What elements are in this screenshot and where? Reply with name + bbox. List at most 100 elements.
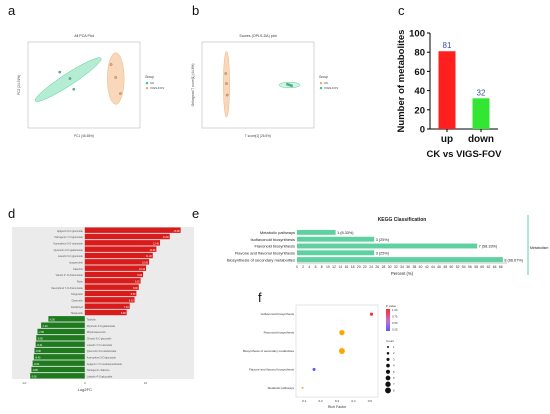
legend-label-0: CK xyxy=(324,81,328,85)
size-legend-dot-6 xyxy=(385,381,391,387)
chart-title: All PCA Plot xyxy=(74,34,93,38)
x-tick-label-27: 54 xyxy=(462,265,466,269)
bubble-2 xyxy=(338,348,345,354)
bubble-4 xyxy=(301,386,304,389)
plot-area xyxy=(295,304,379,398)
data-point-0-0 xyxy=(58,70,62,74)
value-label-16: -7.80 xyxy=(38,331,44,334)
bar-15 xyxy=(41,322,85,328)
bar-7 xyxy=(84,271,144,278)
value-label-4: 8 (66.67%) xyxy=(504,258,523,262)
bar-8 xyxy=(84,278,141,284)
size-legend-dot-3 xyxy=(386,363,390,368)
x-tick-label-5: 10 xyxy=(326,265,330,269)
panel-letter-c: c xyxy=(398,3,405,18)
size-legend-dot-7 xyxy=(385,387,391,394)
bubble-1 xyxy=(339,329,345,336)
data-point-1-1 xyxy=(114,76,118,79)
bar-9 xyxy=(84,284,139,290)
data-point-0-2 xyxy=(72,87,76,91)
size-legend-dot-1 xyxy=(386,351,390,355)
size-legend-title: Count xyxy=(386,339,394,343)
legend-marker-0 xyxy=(145,81,149,85)
value-label-10: 8.50 xyxy=(131,293,136,296)
value-label-7: 9.60 xyxy=(137,274,142,277)
legend-title: Group xyxy=(145,75,154,79)
data-label-up: 81 xyxy=(443,41,452,50)
data-point-0-0 xyxy=(224,72,228,75)
category-label-14: Taxifolin xyxy=(87,318,97,321)
x-tick-label-21: 42 xyxy=(425,265,429,269)
data-point-0-1 xyxy=(68,77,72,80)
size-legend-dot-4 xyxy=(385,369,391,374)
x-tick-label-24: 48 xyxy=(443,265,447,269)
colorbar-tick-0: 1.00 xyxy=(392,308,398,312)
bar-down xyxy=(472,98,490,129)
bar-18 xyxy=(35,341,85,347)
bar-16 xyxy=(37,328,85,335)
category-label-10: Tangeretin xyxy=(71,293,83,296)
x-tick-label-33: 66 xyxy=(499,265,503,269)
x-tick-label-12: 24 xyxy=(369,265,373,269)
legend-marker-1 xyxy=(319,86,323,90)
value-label-9: 8.90 xyxy=(133,287,138,290)
x-tick-label-3: 0.4 xyxy=(351,399,356,403)
value-label-6: 10.10 xyxy=(139,268,146,271)
y-axis-label: Number of metabolites xyxy=(396,30,407,133)
category-label-3: Quercetin 3-O-galactoside xyxy=(54,249,84,252)
x-axis-label: T score[1] (26.5%) xyxy=(245,134,271,138)
size-legend-label-2: 3 xyxy=(393,357,395,361)
x-tick-label-2: 0.3 xyxy=(335,399,340,403)
category-label-12: Eriodictyol xyxy=(71,306,83,309)
y-tick-label-4: 80 xyxy=(414,48,425,59)
value-label-3: 3 (25%) xyxy=(376,252,390,256)
panel-letter-e: e xyxy=(192,206,200,221)
x-tick-label-0: 0 xyxy=(296,265,298,269)
panel-f-enrichment-chart: Isoflavonoid biosynthesis Flavonoid biosy… xyxy=(243,304,398,409)
value-label-23: -9.00 xyxy=(31,375,37,378)
confidence-ellipse-0 xyxy=(34,57,102,102)
x-tick-label-25: 50 xyxy=(450,265,454,269)
colorbar-tick-1: 0.75 xyxy=(392,315,398,319)
y-tick-label-0: 0 xyxy=(420,125,425,136)
x-tick-label-28: 56 xyxy=(468,265,472,269)
bar-13 xyxy=(84,309,127,316)
legend-title: Group xyxy=(319,75,328,79)
bar-3 xyxy=(297,250,375,256)
legend-marker-1 xyxy=(145,86,149,90)
data-point-1-2 xyxy=(290,84,293,88)
category-label-5: Isoquercitrin xyxy=(69,261,83,264)
chart-title: KEGG Classification xyxy=(378,217,427,223)
bar-2 xyxy=(84,240,161,246)
value-label-2: 7 (58.33%) xyxy=(479,245,498,249)
x-axis-label: Log2FC xyxy=(78,387,92,392)
category-label-2: Kaempferol 3-O-rutinoside xyxy=(53,242,83,245)
colorbar xyxy=(386,309,390,331)
panel-letter-a: a xyxy=(8,3,16,18)
x-tick-label-13: 26 xyxy=(375,265,379,269)
category-label-22: Naringenin chalcone xyxy=(87,369,110,372)
category-label-20: Kaempferol 3-O-glucoside xyxy=(87,356,117,359)
value-label-4: 11.20 xyxy=(146,255,152,258)
category-label-0: Metabolic pathways xyxy=(260,230,295,235)
size-legend-label-5: 6 xyxy=(393,376,395,380)
value-label-0: 15.80 xyxy=(174,230,181,233)
category-label-4: Metabolic pathways xyxy=(268,386,295,390)
x-axis-label: PC1 (46.65%) xyxy=(74,134,94,138)
category-label-4: Luteolin 6-C-glucoside xyxy=(58,255,83,258)
bar-2 xyxy=(297,243,478,249)
x-tick-label-19: 38 xyxy=(412,265,416,269)
x-tick-label-23: 46 xyxy=(437,265,441,269)
x-tick-label-4: 0.5 xyxy=(368,399,373,403)
category-label-2: Biosynthesis of secondary metabolites xyxy=(243,349,295,353)
bubble-3 xyxy=(312,367,316,371)
value-label-22: -8.80 xyxy=(32,369,38,372)
x-tick-label-16: 32 xyxy=(394,265,398,269)
x-tick-label-29: 58 xyxy=(474,265,478,269)
value-label-19: -8.30 xyxy=(35,350,41,353)
value-label-0: 1 (8.33%) xyxy=(337,231,354,235)
y-axis-label: PC2 (24.91%) xyxy=(17,75,21,95)
value-label-3: 11.80 xyxy=(150,249,156,252)
size-legend-label-1: 2 xyxy=(393,351,395,355)
bar-3 xyxy=(84,246,157,252)
